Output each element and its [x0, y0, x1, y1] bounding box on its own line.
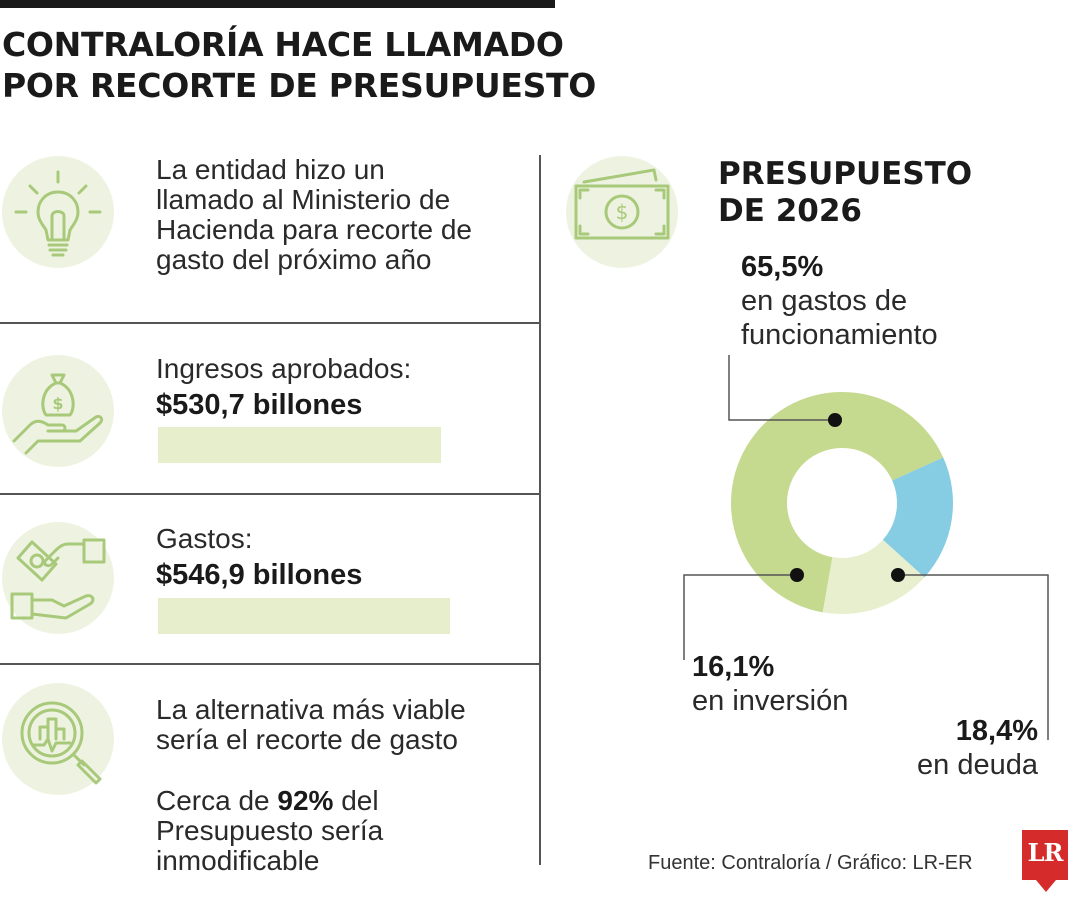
chart-title: PRESUPUESTO DE 2026 — [718, 156, 972, 230]
row4-note-line-1: Cerca de 92% del — [156, 786, 383, 816]
label-deuda: 18,4% en deuda — [880, 714, 1038, 782]
dot-deuda — [891, 568, 905, 582]
ingresos-bar-fill — [158, 427, 442, 463]
gastos-label: Gastos: — [156, 523, 253, 554]
svg-text:$: $ — [616, 200, 629, 224]
divider-2 — [0, 493, 540, 495]
money-exchange-hands-icon — [2, 522, 114, 634]
note-suffix: del — [333, 785, 379, 816]
chart-title-line-1: PRESUPUESTO — [718, 156, 973, 192]
desc-inversion-1: en inversión — [692, 685, 849, 717]
gastos-amount: $546,9 billones — [156, 559, 363, 591]
gastos-bar-fill — [158, 598, 450, 634]
svg-text:$: $ — [52, 394, 63, 413]
label-funcionamiento: 65,5% en gastos de funcionamiento — [741, 250, 938, 352]
ingresos-amount: $530,7 billones — [156, 389, 363, 421]
row1-line-2: llamado al Ministerio de — [156, 184, 451, 215]
divider-1 — [0, 322, 540, 324]
chart-title-line-2: DE 2026 — [718, 193, 862, 229]
dot-funcionamiento — [828, 413, 842, 427]
note-prefix: Cerca de — [156, 785, 278, 816]
divider-3 — [0, 663, 540, 665]
row1-line-3: Hacienda para recorte de — [156, 214, 472, 245]
label-inversion: 16,1% en inversión — [692, 650, 848, 718]
row1-text: La entidad hizo un llamado al Ministerio… — [156, 155, 472, 275]
source-credit: Fuente: Contraloría / Gráfico: LR-ER — [648, 852, 973, 874]
leader-line-funcionamiento — [728, 355, 835, 421]
leader-dots — [790, 413, 905, 582]
row1-line-1: La entidad hizo un — [156, 154, 385, 185]
slice-deuda — [882, 457, 953, 578]
banknote-icon: $ — [566, 156, 678, 268]
top-rule — [0, 0, 555, 8]
note-bold: 92% — [277, 785, 334, 816]
dot-inversion — [790, 568, 804, 582]
row1-line-4: gasto del próximo año — [156, 244, 432, 275]
ingresos-label: Ingresos aprobados: — [156, 353, 412, 384]
page-title: CONTRALORÍA HACE LLAMADO POR RECORTE DE … — [2, 24, 596, 106]
ingresos-bar — [158, 427, 442, 463]
title-line-1: CONTRALORÍA HACE LLAMADO — [2, 25, 564, 64]
row4-text: La alternativa más viable sería el recor… — [156, 695, 466, 755]
lightbulb-icon — [2, 156, 114, 268]
row4-note-line-2: Presupuesto sería — [156, 815, 384, 846]
row4-line-2: sería el recorte de gasto — [156, 724, 458, 755]
donut-slices — [731, 392, 953, 614]
slice-funcionamiento — [731, 392, 944, 613]
desc-deuda-1: en deuda — [917, 749, 1038, 781]
row4-note: Cerca de 92% del Presupuesto sería inmod… — [156, 786, 383, 876]
desc-funcionamiento-2: funcionamiento — [741, 319, 938, 351]
desc-funcionamiento-1: en gastos de — [741, 285, 908, 317]
row4-note-line-3: inmodificable — [156, 845, 320, 876]
lr-logo: LR — [1022, 830, 1068, 892]
title-line-2: POR RECORTE DE PRESUPUESTO — [2, 66, 597, 105]
pct-funcionamiento: 65,5% — [741, 251, 824, 283]
pct-inversion: 16,1% — [692, 651, 775, 683]
pct-deuda: 18,4% — [955, 715, 1038, 747]
column-divider — [539, 155, 541, 865]
gastos-bar — [158, 598, 450, 634]
leader-line-inversion — [683, 574, 797, 660]
slice-inversion — [822, 539, 925, 614]
row4-line-1: La alternativa más viable — [156, 694, 466, 725]
money-bag-hand-icon: $ — [2, 355, 114, 467]
magnifier-chart-icon — [2, 683, 114, 795]
